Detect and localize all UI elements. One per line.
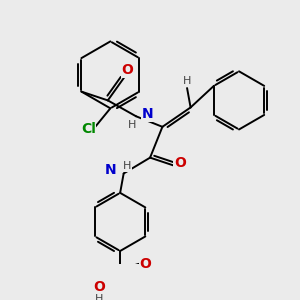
Text: Cl: Cl	[81, 122, 96, 136]
Text: N: N	[105, 163, 117, 177]
Text: O: O	[93, 280, 105, 294]
Text: H: H	[123, 161, 131, 171]
Text: H: H	[95, 294, 103, 300]
Text: H: H	[183, 76, 191, 86]
Text: O: O	[121, 64, 133, 77]
Text: N: N	[141, 107, 153, 122]
Text: H: H	[128, 120, 137, 130]
Text: O: O	[174, 156, 186, 170]
Text: O: O	[140, 257, 152, 271]
